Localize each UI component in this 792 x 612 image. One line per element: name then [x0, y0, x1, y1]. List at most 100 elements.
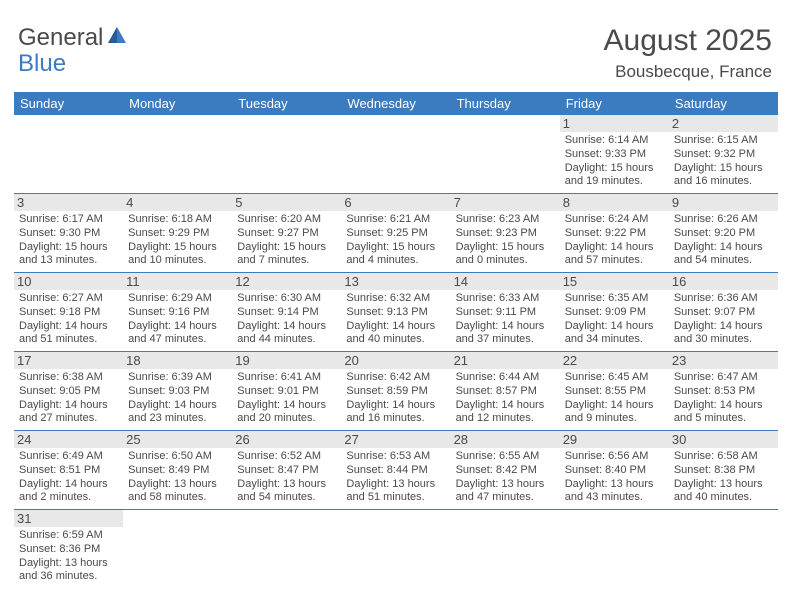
day-info-line: Daylight: 14 hours	[19, 478, 118, 492]
day-info-line: Daylight: 13 hours	[237, 478, 336, 492]
empty-cell	[341, 115, 450, 194]
day-header: Wednesday	[341, 92, 450, 115]
day-info-line: Sunrise: 6:35 AM	[565, 292, 664, 306]
day-cell: 5Sunrise: 6:20 AMSunset: 9:27 PMDaylight…	[232, 194, 341, 273]
day-info-line: Sunset: 8:53 PM	[674, 385, 773, 399]
calendar-table: SundayMondayTuesdayWednesdayThursdayFrid…	[14, 92, 778, 588]
day-info-line: Daylight: 15 hours	[674, 162, 773, 176]
day-cell: 6Sunrise: 6:21 AMSunset: 9:25 PMDaylight…	[341, 194, 450, 273]
day-info-line: Sunrise: 6:33 AM	[456, 292, 555, 306]
day-info-line: Sunset: 8:59 PM	[346, 385, 445, 399]
day-info-line: Sunrise: 6:59 AM	[19, 529, 118, 543]
day-info-line: Sunrise: 6:56 AM	[565, 450, 664, 464]
day-info-line: Daylight: 15 hours	[237, 241, 336, 255]
calendar-row: 24Sunrise: 6:49 AMSunset: 8:51 PMDayligh…	[14, 431, 778, 510]
day-cell: 30Sunrise: 6:58 AMSunset: 8:38 PMDayligh…	[669, 431, 778, 510]
day-info-line: Sunrise: 6:38 AM	[19, 371, 118, 385]
day-info-line: Sunrise: 6:41 AM	[237, 371, 336, 385]
empty-cell	[560, 510, 669, 589]
day-number: 9	[669, 194, 778, 211]
day-info-line: Sunset: 8:38 PM	[674, 464, 773, 478]
day-header: Tuesday	[232, 92, 341, 115]
day-cell: 28Sunrise: 6:55 AMSunset: 8:42 PMDayligh…	[451, 431, 560, 510]
day-number: 30	[669, 431, 778, 448]
day-info-line: Daylight: 13 hours	[19, 557, 118, 571]
day-info-line: Sunset: 9:30 PM	[19, 227, 118, 241]
day-info-line: and 36 minutes.	[19, 570, 118, 584]
day-info-line: Daylight: 14 hours	[565, 399, 664, 413]
day-info-line: Sunset: 9:11 PM	[456, 306, 555, 320]
day-cell: 26Sunrise: 6:52 AMSunset: 8:47 PMDayligh…	[232, 431, 341, 510]
day-number: 24	[14, 431, 123, 448]
day-info-line: Sunrise: 6:49 AM	[19, 450, 118, 464]
day-number: 2	[669, 115, 778, 132]
calendar-body: 1Sunrise: 6:14 AMSunset: 9:33 PMDaylight…	[14, 115, 778, 588]
day-info-line: Sunrise: 6:53 AM	[346, 450, 445, 464]
day-info-line: and 19 minutes.	[565, 175, 664, 189]
day-info-line: Sunset: 8:44 PM	[346, 464, 445, 478]
day-number: 5	[232, 194, 341, 211]
day-info-line: Daylight: 14 hours	[346, 399, 445, 413]
day-cell: 7Sunrise: 6:23 AMSunset: 9:23 PMDaylight…	[451, 194, 560, 273]
day-info-line: and 27 minutes.	[19, 412, 118, 426]
day-info-line: Sunset: 9:03 PM	[128, 385, 227, 399]
day-info-line: Sunset: 8:51 PM	[19, 464, 118, 478]
day-info-line: and 0 minutes.	[456, 254, 555, 268]
day-info-line: Sunrise: 6:20 AM	[237, 213, 336, 227]
day-info-line: Sunset: 8:42 PM	[456, 464, 555, 478]
location: Bousbecque, France	[604, 62, 772, 82]
day-info-line: Sunrise: 6:29 AM	[128, 292, 227, 306]
day-info-line: and 12 minutes.	[456, 412, 555, 426]
day-header: Monday	[123, 92, 232, 115]
day-info-line: Sunset: 9:07 PM	[674, 306, 773, 320]
day-info-line: and 54 minutes.	[674, 254, 773, 268]
day-info-line: Daylight: 14 hours	[565, 320, 664, 334]
day-info-line: Daylight: 14 hours	[674, 320, 773, 334]
day-info-line: and 9 minutes.	[565, 412, 664, 426]
day-info-line: Daylight: 15 hours	[346, 241, 445, 255]
day-info-line: Daylight: 14 hours	[456, 399, 555, 413]
calendar-row: 1Sunrise: 6:14 AMSunset: 9:33 PMDaylight…	[14, 115, 778, 194]
day-info-line: and 44 minutes.	[237, 333, 336, 347]
day-cell: 11Sunrise: 6:29 AMSunset: 9:16 PMDayligh…	[123, 273, 232, 352]
calendar-head: SundayMondayTuesdayWednesdayThursdayFrid…	[14, 92, 778, 115]
day-info-line: Sunset: 9:05 PM	[19, 385, 118, 399]
day-number: 8	[560, 194, 669, 211]
day-info-line: Sunset: 9:29 PM	[128, 227, 227, 241]
day-number: 23	[669, 352, 778, 369]
day-info-line: and 51 minutes.	[19, 333, 118, 347]
day-cell: 27Sunrise: 6:53 AMSunset: 8:44 PMDayligh…	[341, 431, 450, 510]
day-cell: 4Sunrise: 6:18 AMSunset: 9:29 PMDaylight…	[123, 194, 232, 273]
day-info-line: Sunrise: 6:30 AM	[237, 292, 336, 306]
day-number: 1	[560, 115, 669, 132]
day-number: 28	[451, 431, 560, 448]
day-info-line: Sunrise: 6:23 AM	[456, 213, 555, 227]
day-header: Thursday	[451, 92, 560, 115]
day-number: 25	[123, 431, 232, 448]
empty-cell	[669, 510, 778, 589]
day-info-line: Sunset: 9:22 PM	[565, 227, 664, 241]
day-number: 12	[232, 273, 341, 290]
day-info-line: Sunset: 9:32 PM	[674, 148, 773, 162]
day-info-line: Daylight: 13 hours	[346, 478, 445, 492]
day-info-line: and 57 minutes.	[565, 254, 664, 268]
day-info-line: Sunset: 8:40 PM	[565, 464, 664, 478]
day-info-line: Daylight: 15 hours	[565, 162, 664, 176]
day-info-line: Sunrise: 6:18 AM	[128, 213, 227, 227]
empty-cell	[14, 115, 123, 194]
day-info-line: Sunset: 9:25 PM	[346, 227, 445, 241]
day-info-line: Daylight: 14 hours	[128, 399, 227, 413]
calendar-row: 17Sunrise: 6:38 AMSunset: 9:05 PMDayligh…	[14, 352, 778, 431]
day-info-line: Daylight: 14 hours	[19, 399, 118, 413]
day-info-line: Sunset: 8:55 PM	[565, 385, 664, 399]
day-info-line: and 2 minutes.	[19, 491, 118, 505]
day-cell: 13Sunrise: 6:32 AMSunset: 9:13 PMDayligh…	[341, 273, 450, 352]
day-info-line: Sunrise: 6:21 AM	[346, 213, 445, 227]
day-info-line: Daylight: 13 hours	[674, 478, 773, 492]
day-info-line: Sunset: 8:57 PM	[456, 385, 555, 399]
day-header: Saturday	[669, 92, 778, 115]
day-info-line: Sunset: 9:14 PM	[237, 306, 336, 320]
day-info-line: and 47 minutes.	[456, 491, 555, 505]
day-info-line: Sunrise: 6:15 AM	[674, 134, 773, 148]
day-info-line: Sunset: 8:49 PM	[128, 464, 227, 478]
